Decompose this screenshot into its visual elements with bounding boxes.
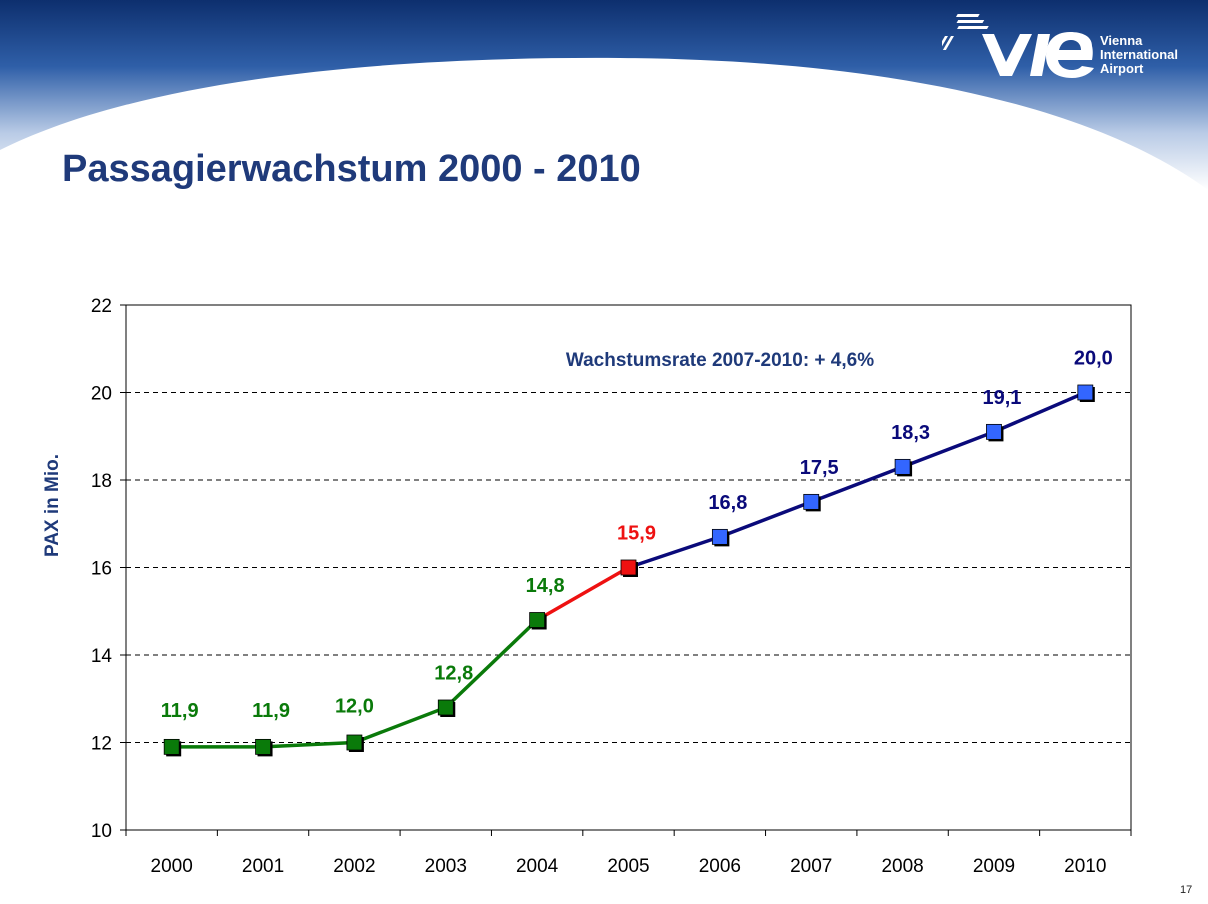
marker-square [346,734,363,751]
y-tick-label: 10 [91,821,112,842]
data-label: 14,8 [526,575,565,597]
marker-square [803,493,820,510]
x-tick-label: 2008 [881,856,923,877]
data-point-marker [163,738,182,757]
data-point-marker [986,423,1004,442]
series-line-segment [535,565,631,622]
y-tick-label: 20 [91,384,112,405]
marker-square [894,458,911,475]
data-point-marker [894,458,913,477]
marker-square [986,423,1002,440]
header-background [0,0,1208,230]
data-point-marker [620,559,638,577]
data-label: 20,0 [1074,348,1113,370]
series-line-segment [809,465,905,504]
data-point-marker [437,699,456,717]
x-tick-label: 2005 [607,856,649,877]
y-tick-label: 16 [91,559,112,580]
series-line-segment [352,705,448,745]
data-point-marker [529,612,547,630]
marker-square [529,612,546,628]
marker-square [1077,384,1094,401]
data-point-marker [1077,384,1095,402]
series-line-segment [900,430,996,469]
data-label: 17,5 [800,457,839,479]
vie-logo [942,14,1094,78]
data-label: 16,8 [708,492,747,514]
x-tick-label: 2009 [973,856,1015,877]
marker-square [711,528,728,545]
series-line-segment [992,390,1088,434]
x-tick-label: 2004 [516,856,559,877]
x-tick-label: 2003 [425,856,467,877]
x-tick-label: 2006 [699,856,741,877]
page-title: Passagierwachstum 2000 - 2010 [62,148,641,190]
marker-square [437,699,454,716]
y-tick-label: 14 [91,646,113,667]
y-axis-label: PAX in Mio. [42,454,63,557]
data-point-marker [803,493,821,512]
data-label: 15,9 [617,523,656,545]
data-point-marker [711,528,730,547]
logo-line-vienna: Vienna [1100,33,1143,48]
data-label: 12,0 [335,696,374,718]
series-line-segment [444,618,539,710]
x-tick-label: 2002 [333,856,375,877]
x-tick-label: 2001 [242,856,284,877]
marker-square [255,738,271,755]
data-label: 11,9 [161,700,199,722]
series-line-segment [626,535,722,570]
logo-wordmark: Vienna International Airport [1100,34,1178,76]
data-label: 19,1 [982,387,1021,409]
logo-line-airport: Airport [1100,61,1144,76]
data-label: 12,8 [434,663,473,685]
data-point-marker [346,734,364,752]
logo-line-international: International [1100,47,1179,62]
series-line-segment [718,500,813,539]
y-tick-label: 18 [91,471,112,492]
y-tick-label: 22 [91,296,112,317]
data-label: 11,9 [252,700,290,722]
x-tick-label: 2010 [1064,856,1106,877]
growth-rate-annotation: Wachstumsrate 2007-2010: + 4,6% [566,350,874,371]
series-line-segment [261,740,357,749]
data-point-marker [255,738,273,757]
marker-square [620,559,637,576]
x-tick-label: 2007 [790,856,832,877]
marker-square [163,738,180,755]
page-number: 17 [1180,884,1193,896]
y-tick-label: 12 [91,734,112,755]
data-label: 18,3 [891,422,930,444]
x-tick-label: 2000 [151,856,193,877]
